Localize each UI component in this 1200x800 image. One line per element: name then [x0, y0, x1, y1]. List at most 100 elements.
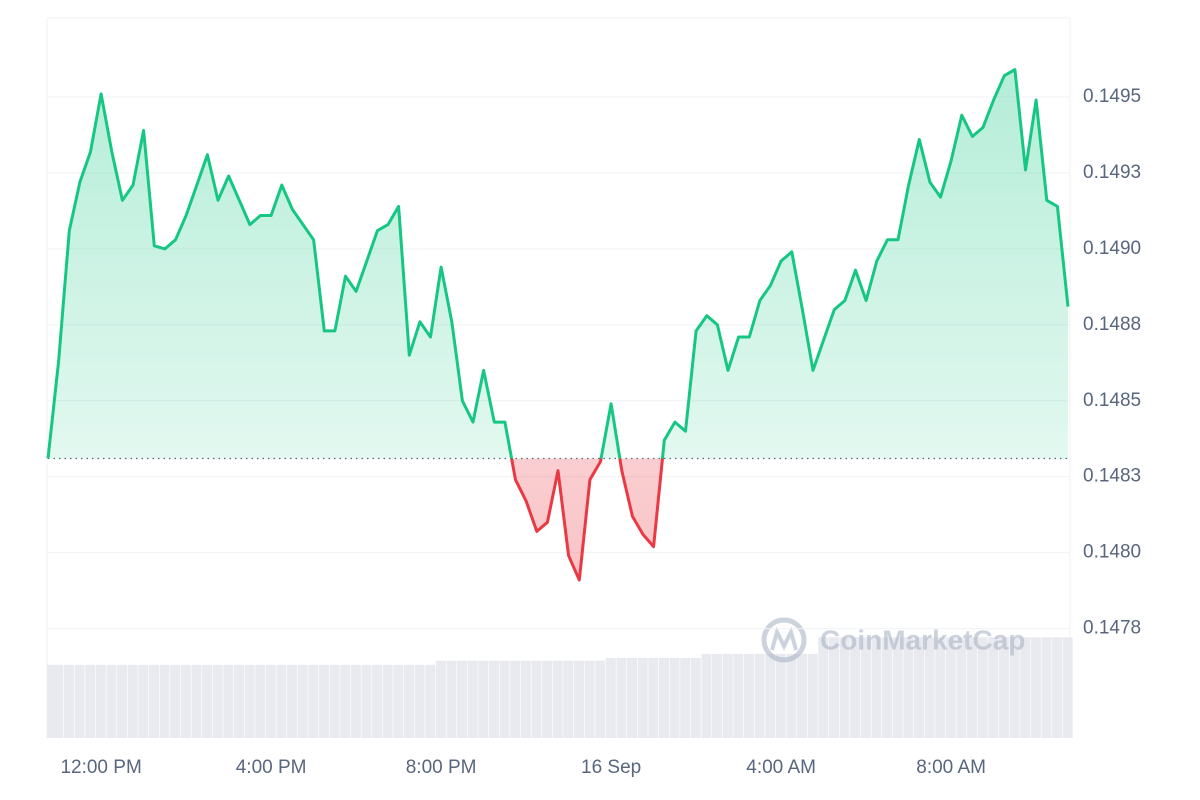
volume-bar [839, 637, 850, 738]
volume-bar [605, 657, 616, 738]
volume-bar [573, 660, 584, 738]
volume-bar [743, 653, 754, 738]
volume-bar [1020, 637, 1031, 738]
volume-bar [998, 637, 1009, 738]
volume-bar [287, 664, 298, 738]
volume-bar [871, 637, 882, 738]
y-tick-label: 0.1483 [1083, 466, 1141, 487]
volume-bar [106, 664, 117, 738]
watermark-logo [770, 626, 798, 651]
volume-bar [53, 664, 64, 738]
volume-bar [542, 660, 553, 738]
x-tick-label: 4:00 PM [236, 757, 307, 778]
volume-bar [1062, 637, 1073, 738]
volume-bar [616, 657, 627, 738]
volume-bar [488, 660, 499, 738]
y-tick-label: 0.1485 [1083, 390, 1141, 411]
volume-bar [892, 637, 903, 738]
volume-bar [308, 664, 319, 738]
volume-bar [648, 657, 659, 738]
volume-bar [329, 664, 340, 738]
volume-bar [414, 664, 425, 738]
volume-bar [552, 660, 563, 738]
volume-bar [1009, 637, 1020, 738]
volume-bar [350, 664, 361, 738]
volume-bar [828, 637, 839, 738]
volume-bar [882, 637, 893, 738]
volume-bar [935, 637, 946, 738]
x-tick-label: 16 Sep [581, 757, 641, 778]
volume-bar [74, 664, 85, 738]
volume-bar [223, 664, 234, 738]
volume-bar [531, 660, 542, 738]
volume-bar [712, 653, 723, 738]
volume-bar [1041, 637, 1052, 738]
volume-bar [403, 664, 414, 738]
volume-bar [255, 664, 266, 738]
volume-bar [265, 664, 276, 738]
volume-bar [127, 664, 138, 738]
volume-bar [733, 653, 744, 738]
volume-bar [786, 653, 797, 738]
volume-bar [95, 664, 106, 738]
volume-bar [159, 664, 170, 738]
volume-bar [47, 664, 58, 738]
volume-bar [276, 664, 287, 738]
volume-bar [117, 664, 128, 738]
volume-bar [860, 637, 871, 738]
volume-bar [1030, 637, 1041, 738]
volume-bar [584, 660, 595, 738]
volume-bar [191, 664, 202, 738]
y-tick-label: 0.1488 [1083, 314, 1141, 335]
volume-bar [435, 660, 446, 738]
volume-bar [595, 660, 606, 738]
volume-bar [722, 653, 733, 738]
volume-bar [945, 637, 956, 738]
volume-bar [1052, 637, 1063, 738]
volume-bar [797, 653, 808, 738]
price-line-down [48, 458, 664, 582]
volume-bar [775, 653, 786, 738]
volume-bar [467, 660, 478, 738]
volume-bar [520, 660, 531, 738]
volume-bar [658, 657, 669, 738]
volume-bar [563, 660, 574, 738]
volume-bar [202, 664, 213, 738]
volume-bar [637, 657, 648, 738]
price-line-up [46, 68, 1070, 459]
volume-bar [627, 657, 638, 738]
volume-bar [988, 637, 999, 738]
watermark-text: CoinMarketCap [820, 624, 1025, 655]
volume-bar [212, 664, 223, 738]
y-tick-label: 0.1478 [1083, 618, 1141, 639]
volume-bar [977, 637, 988, 738]
volume-bar [765, 653, 776, 738]
volume-bar [382, 664, 393, 738]
volume-bar [340, 664, 351, 738]
volume-bar [807, 653, 818, 738]
volume-bar [244, 664, 255, 738]
volume-bar [967, 637, 978, 738]
area-down [511, 458, 663, 580]
volume-bar [446, 660, 457, 738]
y-tick-label: 0.1493 [1083, 162, 1141, 183]
volume-bar [138, 664, 149, 738]
volume-bar [903, 637, 914, 738]
x-tick-label: 12:00 PM [60, 757, 141, 778]
x-tick-label: 8:00 PM [406, 757, 477, 778]
x-tick-label: 8:00 AM [916, 757, 986, 778]
watermark-logo [761, 617, 807, 663]
volume-bar [233, 664, 244, 738]
watermark: CoinMarketCap [761, 617, 1025, 663]
volume-bar [148, 664, 159, 738]
area-up [48, 69, 1068, 459]
x-tick-label: 4:00 AM [746, 757, 816, 778]
y-tick-label: 0.1480 [1083, 542, 1141, 563]
volume-bar [393, 664, 404, 738]
volume-bar [318, 664, 329, 738]
volume-bar [913, 637, 924, 738]
volume-bar [680, 657, 691, 738]
volume-bar [669, 657, 680, 738]
volume-bar [425, 664, 436, 738]
